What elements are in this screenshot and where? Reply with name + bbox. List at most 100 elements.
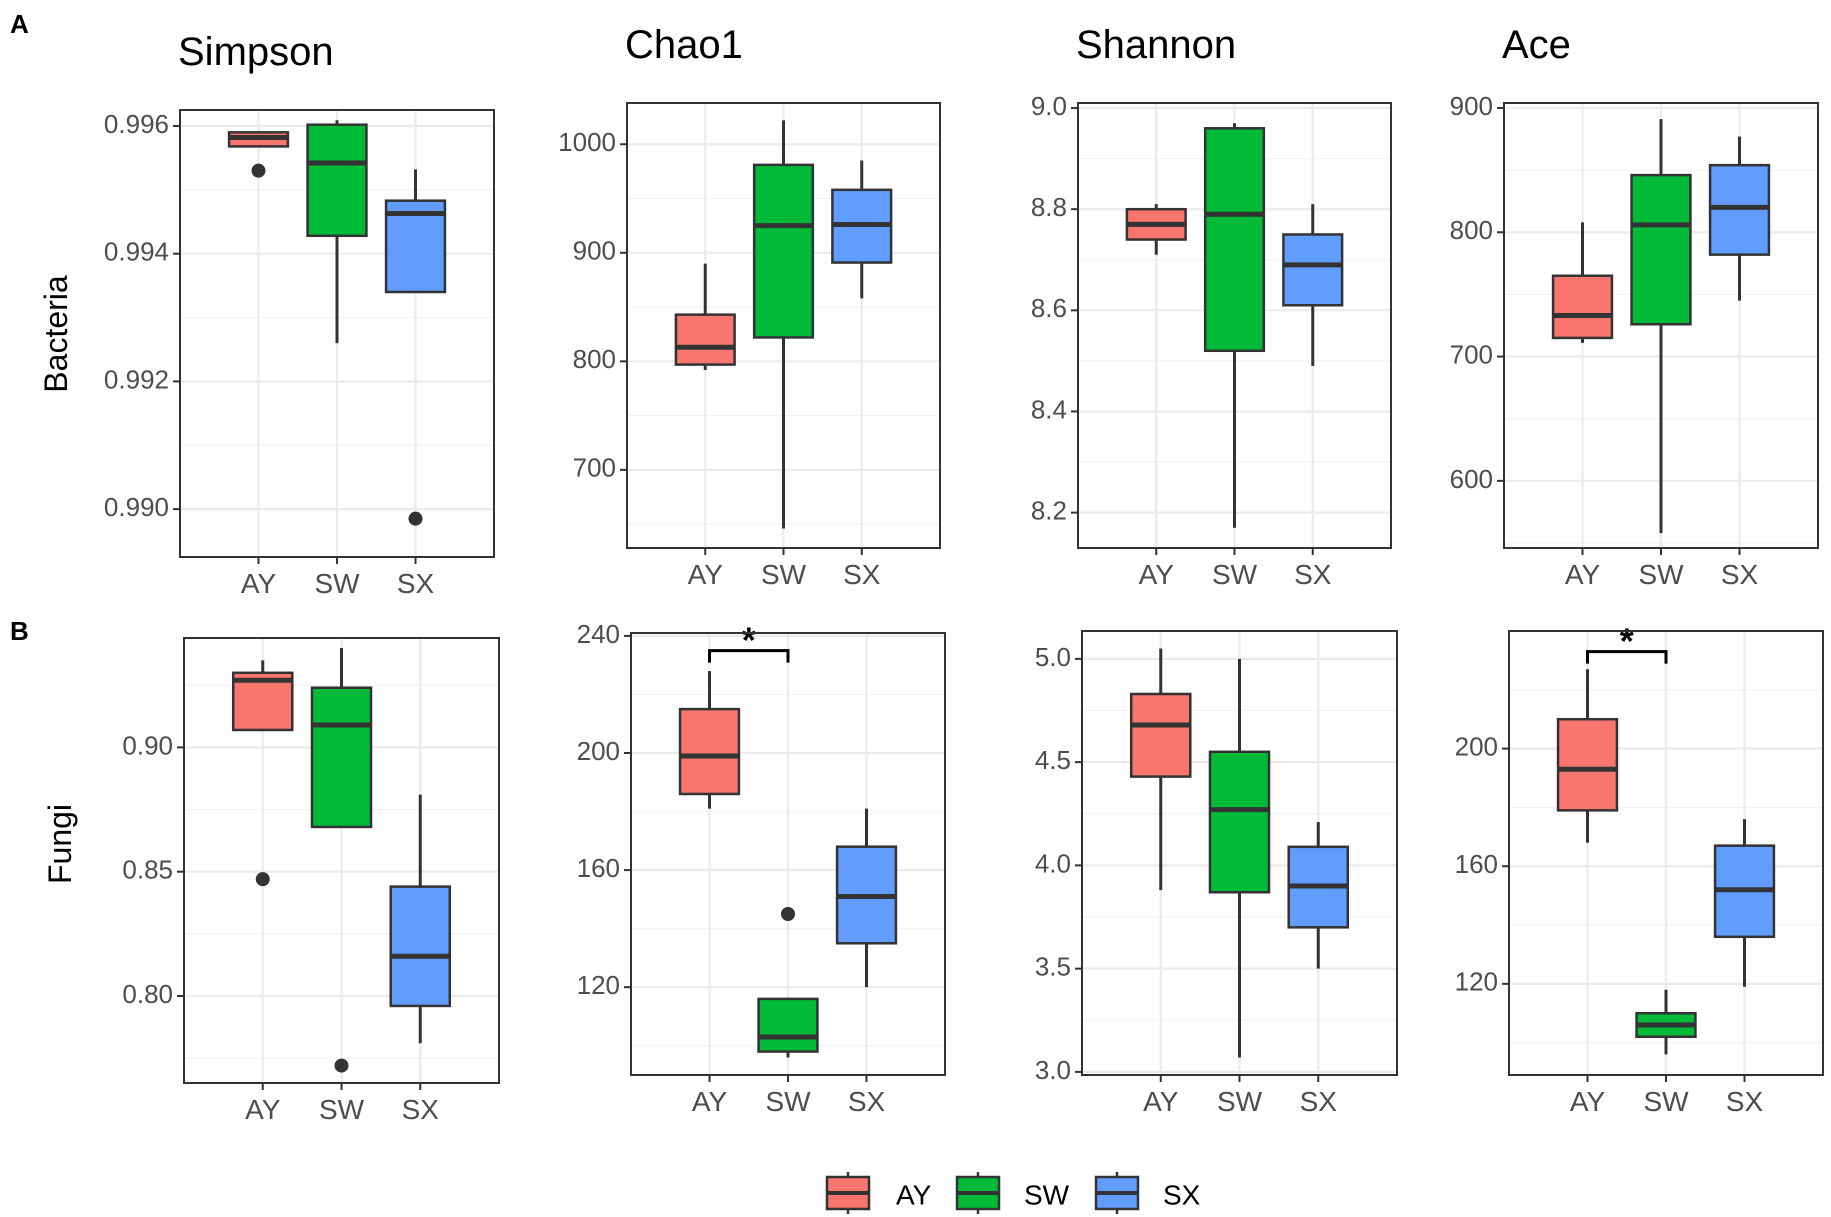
panel-title: Shannon: [1076, 23, 1236, 67]
panel-bacteria-chao1: 700 800 900 1000 AY SW SX Chao1: [558, 23, 941, 590]
y-tick-label: 3.0: [1035, 1055, 1071, 1085]
box-body: [752, 163, 815, 339]
y-tick-label: 3.5: [1035, 952, 1071, 982]
y-tick-label: 600: [1450, 464, 1493, 494]
y-tick-label: 4.5: [1035, 745, 1071, 775]
section-label-b: B: [10, 616, 29, 646]
y-tick-label: 200: [577, 736, 620, 766]
section-label-a: A: [10, 9, 29, 39]
panel-bacteria-simpson: 0.990 0.992 0.994 0.996 AY SW SX Simpson: [104, 30, 495, 599]
y-tick-label: 800: [573, 344, 616, 374]
box-sw: [1630, 119, 1692, 534]
outlier-point: [255, 872, 270, 887]
x-tick-label: SW: [314, 568, 360, 599]
box-sw: [306, 120, 368, 344]
y-tick-label: 0.80: [122, 979, 173, 1009]
box-ay: [674, 263, 736, 370]
x-tick-label: SW: [765, 1086, 811, 1117]
y-tick-label: 0.90: [122, 730, 173, 760]
x-tick-label: SW: [1217, 1086, 1263, 1117]
y-tick-label: 240: [577, 619, 620, 649]
box-ay: [1125, 204, 1187, 255]
box-sx: [831, 160, 893, 299]
x-tick-label: SW: [1212, 559, 1258, 590]
box-sw: [757, 907, 819, 1058]
x-tick-label: AY: [688, 559, 724, 590]
panel-fungi-panel5: * 120 160 200 240 AY SW SX: [577, 619, 946, 1117]
outlier-point: [408, 511, 423, 526]
x-tick-label: SW: [319, 1094, 365, 1125]
box-body: [674, 313, 736, 366]
y-tick-label: 0.996: [104, 109, 169, 139]
y-tick-label: 0.990: [104, 492, 169, 522]
x-tick-label: AY: [1143, 1086, 1179, 1117]
legend: AY SW SX: [825, 1172, 1201, 1214]
box-body: [1282, 233, 1344, 307]
box-sw: [752, 120, 815, 529]
significance-bracket: *: [708, 620, 790, 663]
box-body: [1129, 692, 1192, 778]
y-tick-label: 1000: [558, 127, 616, 157]
x-tick-label: SX: [1300, 1086, 1338, 1117]
panel-fungi-panel6: 3.0 3.5 4.0 4.5 5.0 AY SW SX: [1035, 630, 1398, 1117]
x-tick-label: SX: [1726, 1086, 1764, 1117]
y-tick-label: 4.0: [1035, 848, 1071, 878]
x-tick-label: SW: [1643, 1086, 1689, 1117]
box-ay: [1556, 669, 1619, 843]
y-tick-label: 120: [1455, 967, 1498, 997]
x-tick-label: SX: [402, 1094, 440, 1125]
box-sx: [389, 794, 452, 1044]
box-sx: [1287, 822, 1350, 969]
box-sw: [1208, 658, 1271, 1058]
outlier-point: [781, 907, 795, 922]
x-tick-label: AY: [692, 1086, 728, 1117]
x-tick-label: AY: [241, 568, 277, 599]
y-tick-label: 120: [577, 970, 620, 1000]
y-tick-label: 0.994: [104, 237, 169, 267]
y-tick-label: 8.6: [1031, 293, 1067, 323]
significance-label: *: [1620, 621, 1634, 662]
y-tick-label: 8.4: [1031, 394, 1067, 424]
legend-label-ay: AY: [896, 1179, 932, 1210]
box-sw: [1635, 989, 1697, 1055]
y-tick-label: 9.0: [1031, 91, 1067, 121]
y-tick-label: 200: [1455, 731, 1498, 761]
panel-bacteria-shannon: 8.2 8.4 8.6 8.8 9.0 AY SW SX Shannon: [1031, 23, 1392, 590]
x-tick-label: SW: [1638, 559, 1684, 590]
box-sw: [310, 647, 373, 1073]
box-ay: [227, 131, 290, 178]
box-ay: [1551, 222, 1614, 343]
box-sx: [1713, 819, 1776, 987]
legend-label-sw: SW: [1024, 1179, 1070, 1210]
y-tick-label: 8.2: [1031, 495, 1067, 525]
row-label-bacteria: Bacteria: [38, 275, 74, 393]
x-tick-label: SX: [843, 559, 881, 590]
outlier-point: [251, 163, 266, 178]
box-ay: [678, 671, 741, 809]
x-tick-label: AY: [1570, 1086, 1606, 1117]
panel-title: Ace: [1502, 23, 1571, 67]
legend-key-ay: [825, 1172, 871, 1214]
box-body: [389, 885, 452, 1008]
panel-bacteria-ace: 600 700 800 900 AY SW SX Ace: [1450, 23, 1819, 590]
box-sx: [835, 808, 898, 988]
y-tick-label: 700: [1450, 339, 1493, 369]
x-tick-label: AY: [1139, 559, 1175, 590]
panel-fungi-panel7: * 120 160 200 AY SW SX: [1455, 621, 1824, 1117]
x-tick-label: SX: [397, 568, 435, 599]
box-body: [1203, 127, 1266, 353]
y-tick-label: 8.8: [1031, 192, 1067, 222]
box-body: [678, 707, 741, 796]
x-tick-label: AY: [1565, 559, 1601, 590]
bracket-line: [1586, 650, 1668, 664]
y-tick-label: 160: [1455, 849, 1498, 879]
x-tick-label: SX: [1294, 559, 1332, 590]
y-tick-label: 0.992: [104, 364, 169, 394]
x-tick-label: SX: [848, 1086, 886, 1117]
panel-title: Chao1: [625, 23, 743, 67]
box-sx: [1282, 204, 1344, 366]
panels: 0.990 0.992 0.994 0.996 AY SW SX Simpson 700 800 9…: [104, 23, 1824, 1125]
box-body: [1630, 173, 1692, 326]
box-sw: [1203, 123, 1266, 528]
